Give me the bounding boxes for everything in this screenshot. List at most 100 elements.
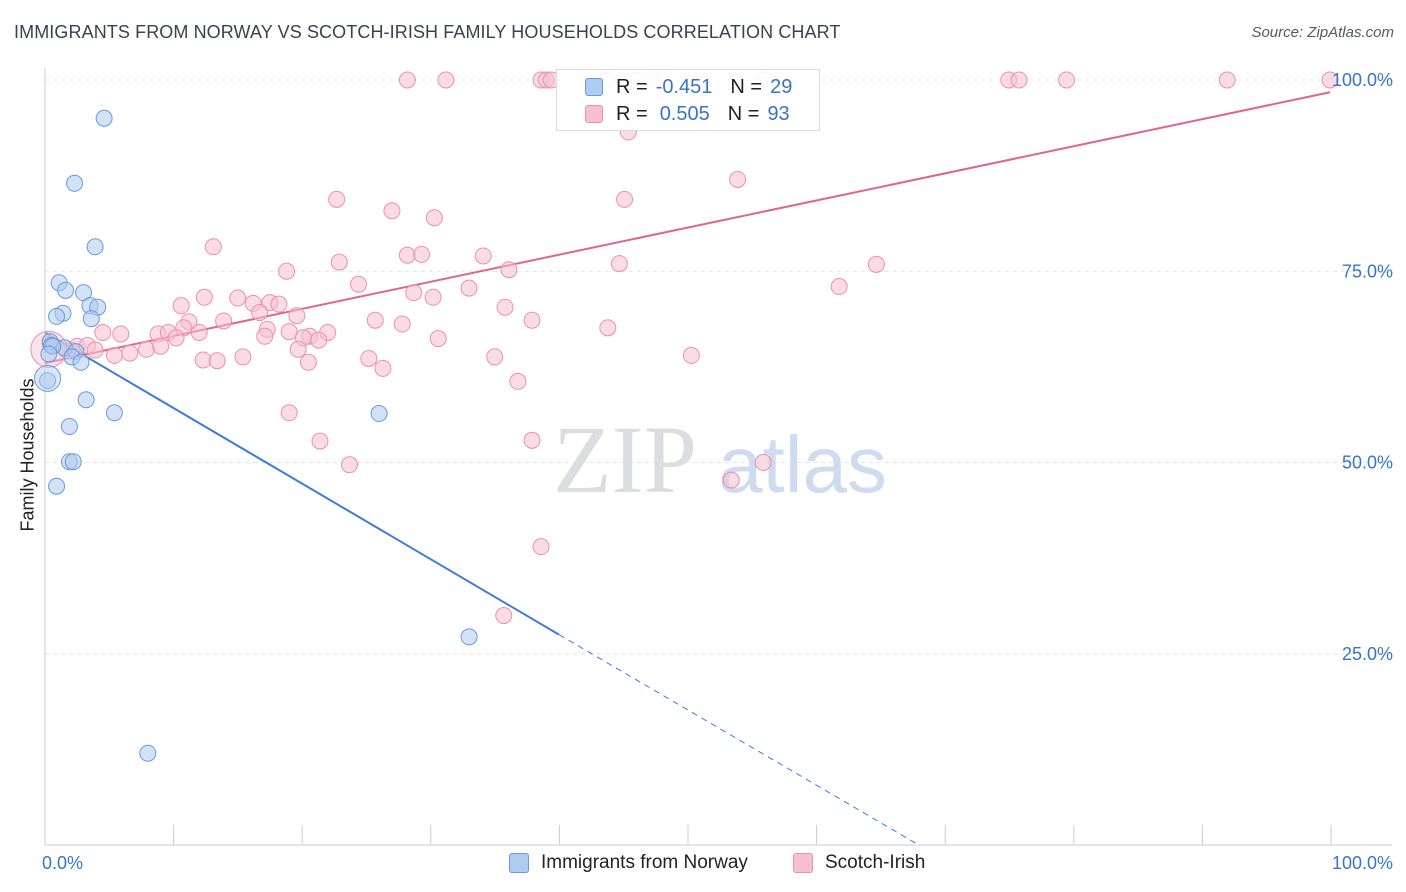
scotch-irish-point <box>496 298 514 316</box>
watermark-atlas: atlas <box>718 420 887 509</box>
scotch-irish-point <box>270 295 288 313</box>
norway-point <box>95 109 113 127</box>
scotch-irish-point <box>754 454 772 471</box>
scotch-irish-point <box>105 346 123 364</box>
r-value-scotch: 0.505 <box>659 102 710 125</box>
norway-point <box>105 404 123 422</box>
norway-legend-swatch <box>509 853 529 873</box>
watermark-zip: ZIP <box>553 406 697 513</box>
scotch-irish-point <box>398 246 416 264</box>
scotch-irish-point <box>599 319 617 337</box>
scotch-irish-point <box>523 431 541 449</box>
scotch-irish-point <box>374 359 392 377</box>
x-tick-label: 100.0% <box>1332 853 1393 873</box>
scotch-irish-point <box>330 253 348 271</box>
y-tick-label: 50.0% <box>1342 453 1393 473</box>
scotch-irish-point <box>867 255 885 273</box>
scotch-irish-point <box>425 209 443 227</box>
n-label: N = <box>730 75 763 98</box>
scotch-irish-point <box>208 352 226 370</box>
watermark: ZIP atlas <box>553 406 887 513</box>
norway-point <box>77 391 95 409</box>
norway-points <box>34 109 478 762</box>
norway-point <box>48 307 66 325</box>
norway-point <box>57 281 75 299</box>
legend-label-norway: Immigrants from Norway <box>541 852 748 873</box>
norway-point <box>60 418 78 436</box>
norway-point <box>48 477 66 495</box>
scotch-irish-point <box>167 329 185 347</box>
norway-point <box>40 345 58 363</box>
scotch-irish-point <box>121 344 139 362</box>
scotch-irish-point <box>437 71 455 89</box>
scotch-irish-trend-line <box>44 91 1331 365</box>
stats-row-norway: R = -0.451 N = 29 <box>557 74 792 100</box>
scotch-irish-point <box>610 255 628 273</box>
scotch-irish-point <box>112 325 130 343</box>
scotch-irish-point <box>251 304 269 322</box>
norway-point <box>86 238 104 256</box>
scotch-irish-point <box>413 245 431 263</box>
norway-point <box>72 353 90 371</box>
r-value-norway: -0.451 <box>655 75 713 98</box>
scotch-irish-point <box>429 330 447 348</box>
scotch-irish-point <box>289 340 307 358</box>
y-tick-label: 100.0% <box>1332 70 1393 90</box>
x-tick-label: 0.0% <box>42 853 83 873</box>
scotch-irish-point <box>229 289 247 307</box>
legend-item-scotch[interactable]: Scotch-Irish <box>793 852 925 874</box>
axes <box>44 68 1392 846</box>
scotch-irish-point <box>729 170 747 188</box>
scotch-irish-points <box>30 71 1339 624</box>
chart-title: IMMIGRANTS FROM NORWAY VS SCOTCH-IRISH F… <box>14 22 841 42</box>
scotch-irish-point <box>682 346 700 364</box>
scotch-irish-point <box>310 331 328 349</box>
scotch-irish-point <box>474 247 492 265</box>
scotch-irish-point <box>405 284 423 302</box>
scotch-irish-point <box>256 327 274 345</box>
scotch-irish-point <box>486 348 504 366</box>
stats-row-scotch: R = 0.505 N = 93 <box>557 101 790 127</box>
norway-point <box>82 310 100 328</box>
norway-trend-extension <box>558 634 920 846</box>
n-value-scotch: 93 <box>767 102 790 125</box>
scotch-irish-point <box>495 607 513 624</box>
n-value-norway: 29 <box>770 75 793 98</box>
tick-labels: 25.0% 50.0% 75.0% 100.0% 0.0% 100.0% <box>42 70 1393 873</box>
legend-item-norway[interactable]: Immigrants from Norway <box>509 852 748 874</box>
scotch-irish-point <box>94 323 112 341</box>
n-label: N = <box>727 102 760 125</box>
norway-trend-line <box>44 331 560 636</box>
scotch-irish-point <box>152 337 170 355</box>
scotch-swatch <box>585 105 603 123</box>
r-label: R = <box>616 75 648 98</box>
scotch-irish-point <box>311 432 329 450</box>
scotch-irish-point <box>509 372 527 390</box>
scotch-irish-point <box>280 404 298 422</box>
scotch-irish-point <box>366 311 384 329</box>
source-credit: Source: ZipAtlas.com <box>1251 24 1394 41</box>
scotch-irish-point <box>194 351 212 369</box>
norway-point <box>139 744 157 762</box>
scotch-irish-point <box>532 538 550 556</box>
scotch-irish-point <box>278 262 296 280</box>
scotch-irish-point <box>190 323 208 341</box>
legend-label-scotch: Scotch-Irish <box>825 852 926 873</box>
scotch-irish-point <box>393 315 411 333</box>
y-tick-label: 75.0% <box>1342 261 1393 281</box>
norway-point <box>64 453 82 471</box>
scotch-irish-point <box>1218 71 1236 89</box>
y-tick-label: 25.0% <box>1342 644 1393 664</box>
scotch-irish-point <box>616 190 634 208</box>
scotch-irish-point <box>341 456 359 474</box>
scotch-irish-point <box>360 349 378 367</box>
scotch-irish-point <box>215 312 233 330</box>
norway-point <box>34 364 62 392</box>
scotch-irish-point <box>722 471 740 489</box>
scotch-irish-point <box>383 202 401 220</box>
scotch-irish-point <box>1010 71 1028 89</box>
scotch-irish-point <box>523 311 541 329</box>
scotch-irish-point <box>1321 71 1339 89</box>
scotch-irish-point <box>172 297 190 315</box>
